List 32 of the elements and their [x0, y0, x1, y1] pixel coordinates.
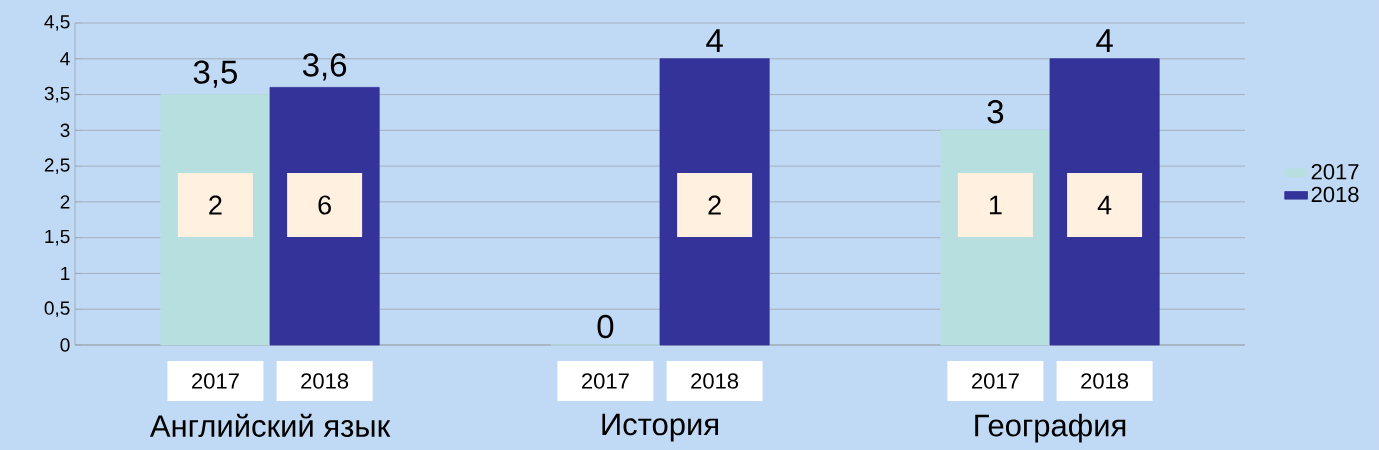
text: 2017: [192, 373, 239, 389]
annotation: 6: [318, 195, 331, 215]
text: 2017: [582, 373, 629, 389]
data-label: 4: [1096, 29, 1113, 52]
x-tick-label: География: [975, 413, 1126, 443]
y-tick-label: 1,5: [45, 229, 70, 246]
y-tick-label: 1: [61, 266, 70, 280]
y-tick-label: 3,5: [44, 86, 70, 103]
data-label: 0: [597, 314, 614, 339]
text: 2018: [301, 373, 349, 389]
y-tick-label: 0,5: [44, 301, 70, 318]
data-label: 3,6: [302, 53, 347, 81]
text: 2017: [972, 373, 1019, 389]
y-tick-label: 2,5: [44, 158, 70, 174]
legend-label: 2018: [1311, 186, 1359, 203]
text: 2018: [1081, 373, 1129, 389]
annotation: 4: [1097, 195, 1112, 215]
text: 2018: [691, 373, 739, 389]
y-tick-label: 2: [60, 195, 70, 209]
y-tick-label: 4: [60, 52, 70, 66]
y-tick-label: 0: [60, 338, 70, 352]
annotation: 2: [209, 195, 222, 215]
y-tick-label: 3: [60, 123, 70, 138]
data-label: 3,5: [193, 60, 237, 88]
annotation: 1: [989, 195, 1002, 215]
data-label: 4: [706, 29, 723, 52]
y-tick-label: 4,5: [44, 15, 70, 31]
data-label: 3: [987, 100, 1004, 124]
legend-label: 2017: [1311, 163, 1359, 180]
x-tick-label: История: [602, 413, 718, 442]
x-tick-label: Английский язык: [149, 413, 391, 437]
annotation: 2: [708, 195, 721, 215]
